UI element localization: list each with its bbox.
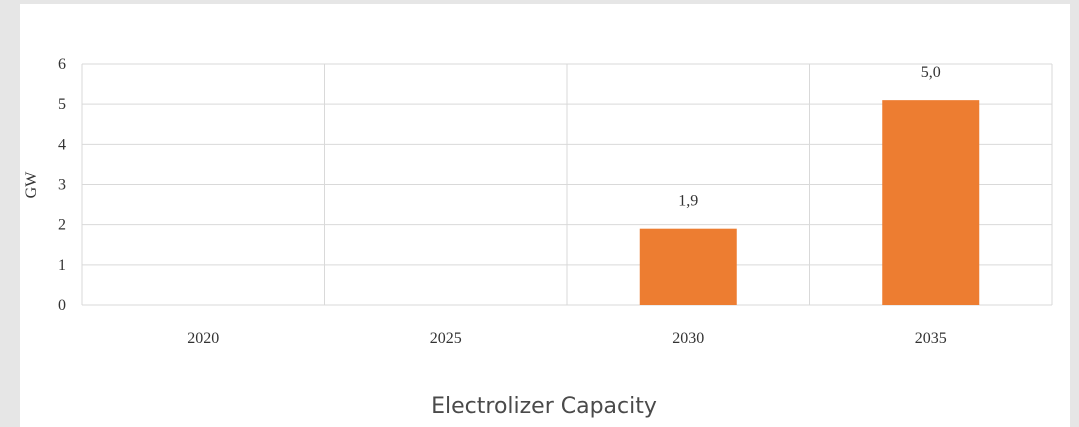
data-label-2035: 5,0 — [921, 64, 941, 81]
chart-caption: Electrolizer Capacity — [431, 394, 657, 419]
y-ticks: 0 1 2 3 4 5 6 — [58, 56, 66, 314]
bar-2035 — [882, 100, 980, 306]
grid — [81, 63, 1053, 306]
y-tick-label: 0 — [58, 297, 66, 314]
y-tick-label: 2 — [58, 217, 66, 234]
y-axis-label: GW — [23, 171, 40, 199]
y-tick-label: 5 — [58, 96, 66, 113]
data-labels: 1,9 5,0 — [678, 64, 941, 210]
bars — [639, 100, 980, 306]
x-tick-label: 2035 — [915, 330, 947, 347]
data-label-2030: 1,9 — [678, 193, 698, 210]
bar-2030 — [639, 228, 737, 305]
y-tick-label: 3 — [58, 177, 66, 194]
y-tick-label: 1 — [58, 257, 66, 274]
y-tick-label: 6 — [58, 56, 66, 73]
x-tick-label: 2030 — [672, 330, 704, 347]
y-tick-label: 4 — [58, 136, 66, 153]
x-tick-label: 2025 — [430, 330, 462, 347]
x-tick-label: 2020 — [187, 330, 219, 347]
x-ticks: 2020 2025 2030 2035 — [187, 330, 947, 347]
